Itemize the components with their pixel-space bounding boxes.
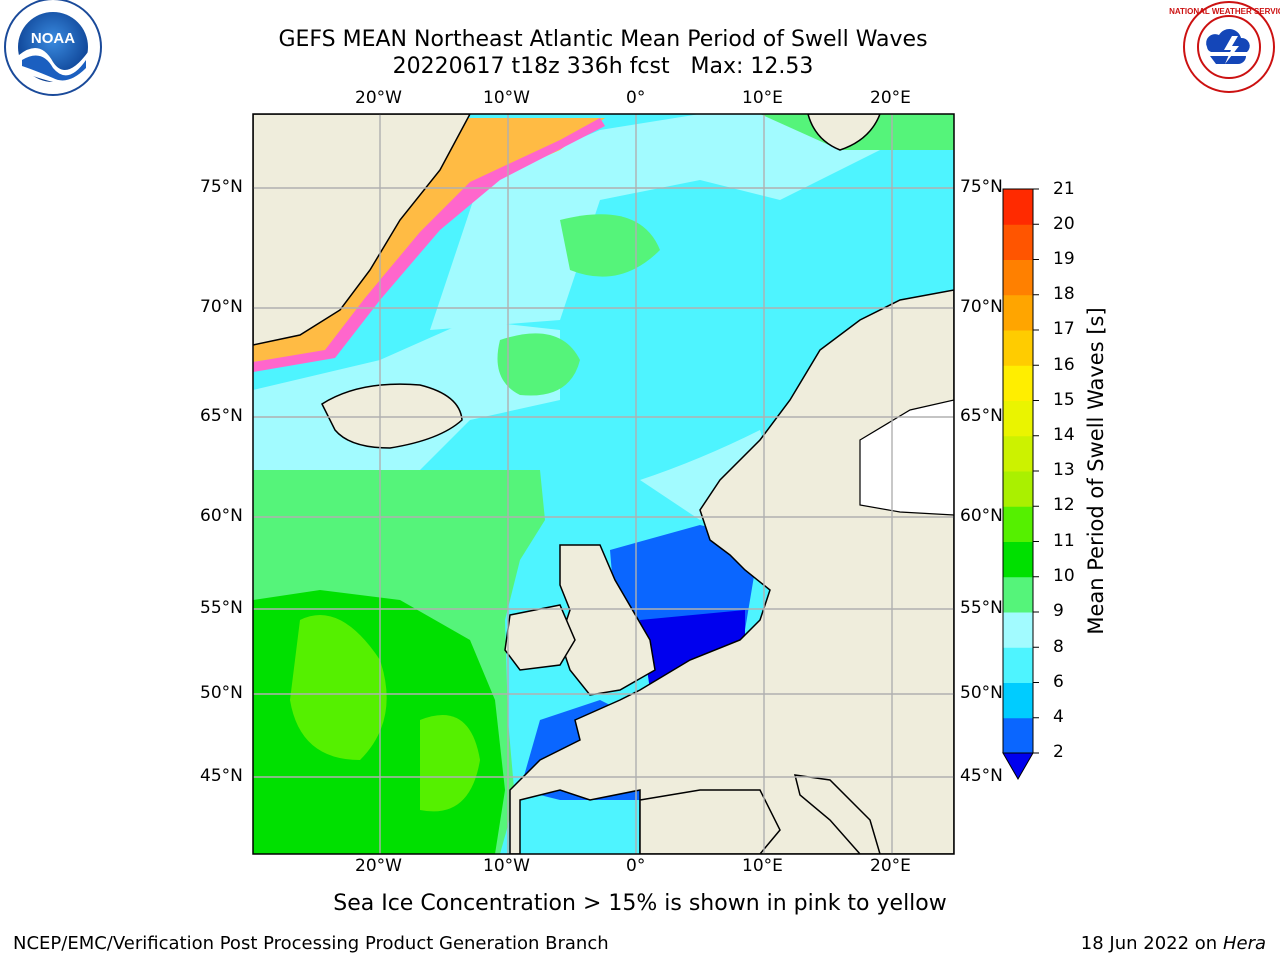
colorbar-segment	[1003, 330, 1033, 366]
colorbar-tick-20: 20	[1053, 214, 1075, 234]
colorbar-tick-19: 19	[1053, 249, 1075, 269]
lon-label-bottom-20w: 20°W	[355, 856, 402, 876]
colorbar-tick-14: 14	[1053, 425, 1075, 445]
colorbar-segment	[1003, 471, 1033, 507]
italy	[794, 774, 881, 854]
graticule	[253, 114, 954, 854]
swell-region-9s-mid	[497, 333, 580, 396]
swell-region-11s	[290, 615, 387, 760]
lat-label-left-50n: 50°N	[200, 683, 243, 703]
lat-label-left-45n: 45°N	[200, 766, 243, 786]
colorbar-segment	[1003, 647, 1033, 683]
lat-label-left-55n: 55°N	[200, 598, 243, 618]
lat-label-left-75n: 75°N	[200, 177, 243, 197]
colorbar-segment	[1003, 259, 1033, 296]
land-masses	[253, 114, 954, 854]
colorbar-tick-2: 2	[1053, 742, 1064, 762]
map-frame	[252, 113, 955, 855]
colorbar-tick-12: 12	[1053, 495, 1075, 515]
swell-region-under2s-channel	[640, 610, 745, 690]
lat-label-left-70n: 70°N	[200, 297, 243, 317]
lon-label-bottom-10e: 10°E	[742, 856, 783, 876]
map-area	[253, 114, 954, 854]
noaa-logo: NOAA	[4, 0, 102, 96]
lat-label-right-60n: 60°N	[960, 506, 1003, 526]
colorbar-segment	[1003, 224, 1033, 260]
colorbar-segment	[1003, 400, 1033, 437]
colorbar-segment	[1003, 682, 1033, 719]
colorbar-segment	[1003, 541, 1033, 578]
colorbar-tick-11: 11	[1053, 531, 1075, 551]
colorbar-segment	[1003, 365, 1033, 401]
colorbar-segment	[1003, 717, 1033, 754]
nws-logo-ring-text: NATIONAL WEATHER SERVICE	[1169, 7, 1280, 16]
colorbar-tick-21: 21	[1053, 179, 1075, 199]
lon-label-bottom-20e: 20°E	[870, 856, 911, 876]
colorbar-tick-6: 6	[1053, 672, 1064, 692]
lat-label-right-65n: 65°N	[960, 406, 1003, 426]
colorbar-segment	[1003, 435, 1033, 472]
lon-label-top-20e: 20°E	[870, 88, 911, 108]
colorbar-extend-arrow	[1002, 752, 1034, 781]
swell-region-8s-north	[430, 114, 954, 330]
lat-label-left-60n: 60°N	[200, 506, 243, 526]
colorbar-tick-8: 8	[1053, 637, 1064, 657]
colorbar-tick-18: 18	[1053, 284, 1075, 304]
colorbar-tick-17: 17	[1053, 319, 1075, 339]
colorbar-title: Mean Period of Swell Waves [s]	[1084, 307, 1108, 635]
colorbar-tick-15: 15	[1053, 390, 1075, 410]
swell-region-9s-north	[560, 214, 660, 277]
lon-label-bottom-0: 0°	[626, 856, 646, 876]
colorbar-tick-10: 10	[1053, 566, 1075, 586]
credit-date: 18 Jun 2022 on Hera	[1081, 933, 1266, 954]
credit-branch: NCEP/EMC/Verification Post Processing Pr…	[13, 933, 609, 954]
gulf-of-bothnia	[859, 399, 954, 516]
colorbar-segment	[1003, 294, 1033, 331]
svalbard	[807, 114, 881, 151]
colorbar-tick-4: 4	[1053, 707, 1064, 727]
lon-label-top-10w: 10°W	[483, 88, 530, 108]
lon-label-top-0: 0°	[626, 88, 646, 108]
lon-label-top-20w: 20°W	[355, 88, 402, 108]
lat-label-right-70n: 70°N	[960, 297, 1003, 317]
lat-label-right-55n: 55°N	[960, 598, 1003, 618]
colorbar-segment	[1003, 189, 1033, 225]
greenland	[253, 114, 471, 346]
lat-label-right-45n: 45°N	[960, 766, 1003, 786]
lon-label-top-10e: 10°E	[742, 88, 783, 108]
lon-label-bottom-10w: 10°W	[483, 856, 530, 876]
great-britain	[559, 544, 656, 696]
colorbar-tick-13: 13	[1053, 460, 1075, 480]
credit-host: Hera	[1222, 933, 1266, 954]
colorbar-tick-9: 9	[1053, 601, 1064, 621]
lat-label-right-75n: 75°N	[960, 177, 1003, 197]
chart-title: GEFS MEAN Northeast Atlantic Mean Period…	[278, 27, 928, 52]
lat-label-left-65n: 65°N	[200, 406, 243, 426]
iberia-south	[639, 789, 781, 854]
lat-label-right-50n: 50°N	[960, 683, 1003, 703]
credit-date-text: 18 Jun 2022 on	[1080, 933, 1218, 954]
noaa-logo-text: NOAA	[31, 30, 75, 47]
colorbar-tick-16: 16	[1053, 355, 1075, 375]
colorbar-segment	[1003, 506, 1033, 542]
chart-subtitle: 20220617 t18z 336h fcst Max: 12.53	[392, 54, 814, 79]
swell-region-11s-b	[420, 715, 480, 812]
sea-ice-edge	[253, 118, 605, 372]
colorbar-segment	[1003, 576, 1033, 613]
iceland	[321, 383, 463, 449]
ireland	[504, 604, 576, 671]
colorbar-segment	[1003, 612, 1033, 648]
colorbar	[1002, 188, 1039, 781]
nws-logo: NATIONAL WEATHER SERVICE	[1169, 1, 1280, 93]
sea-ice-caption: Sea Ice Concentration > 15% is shown in …	[333, 891, 947, 916]
mainland-europe	[509, 289, 954, 854]
